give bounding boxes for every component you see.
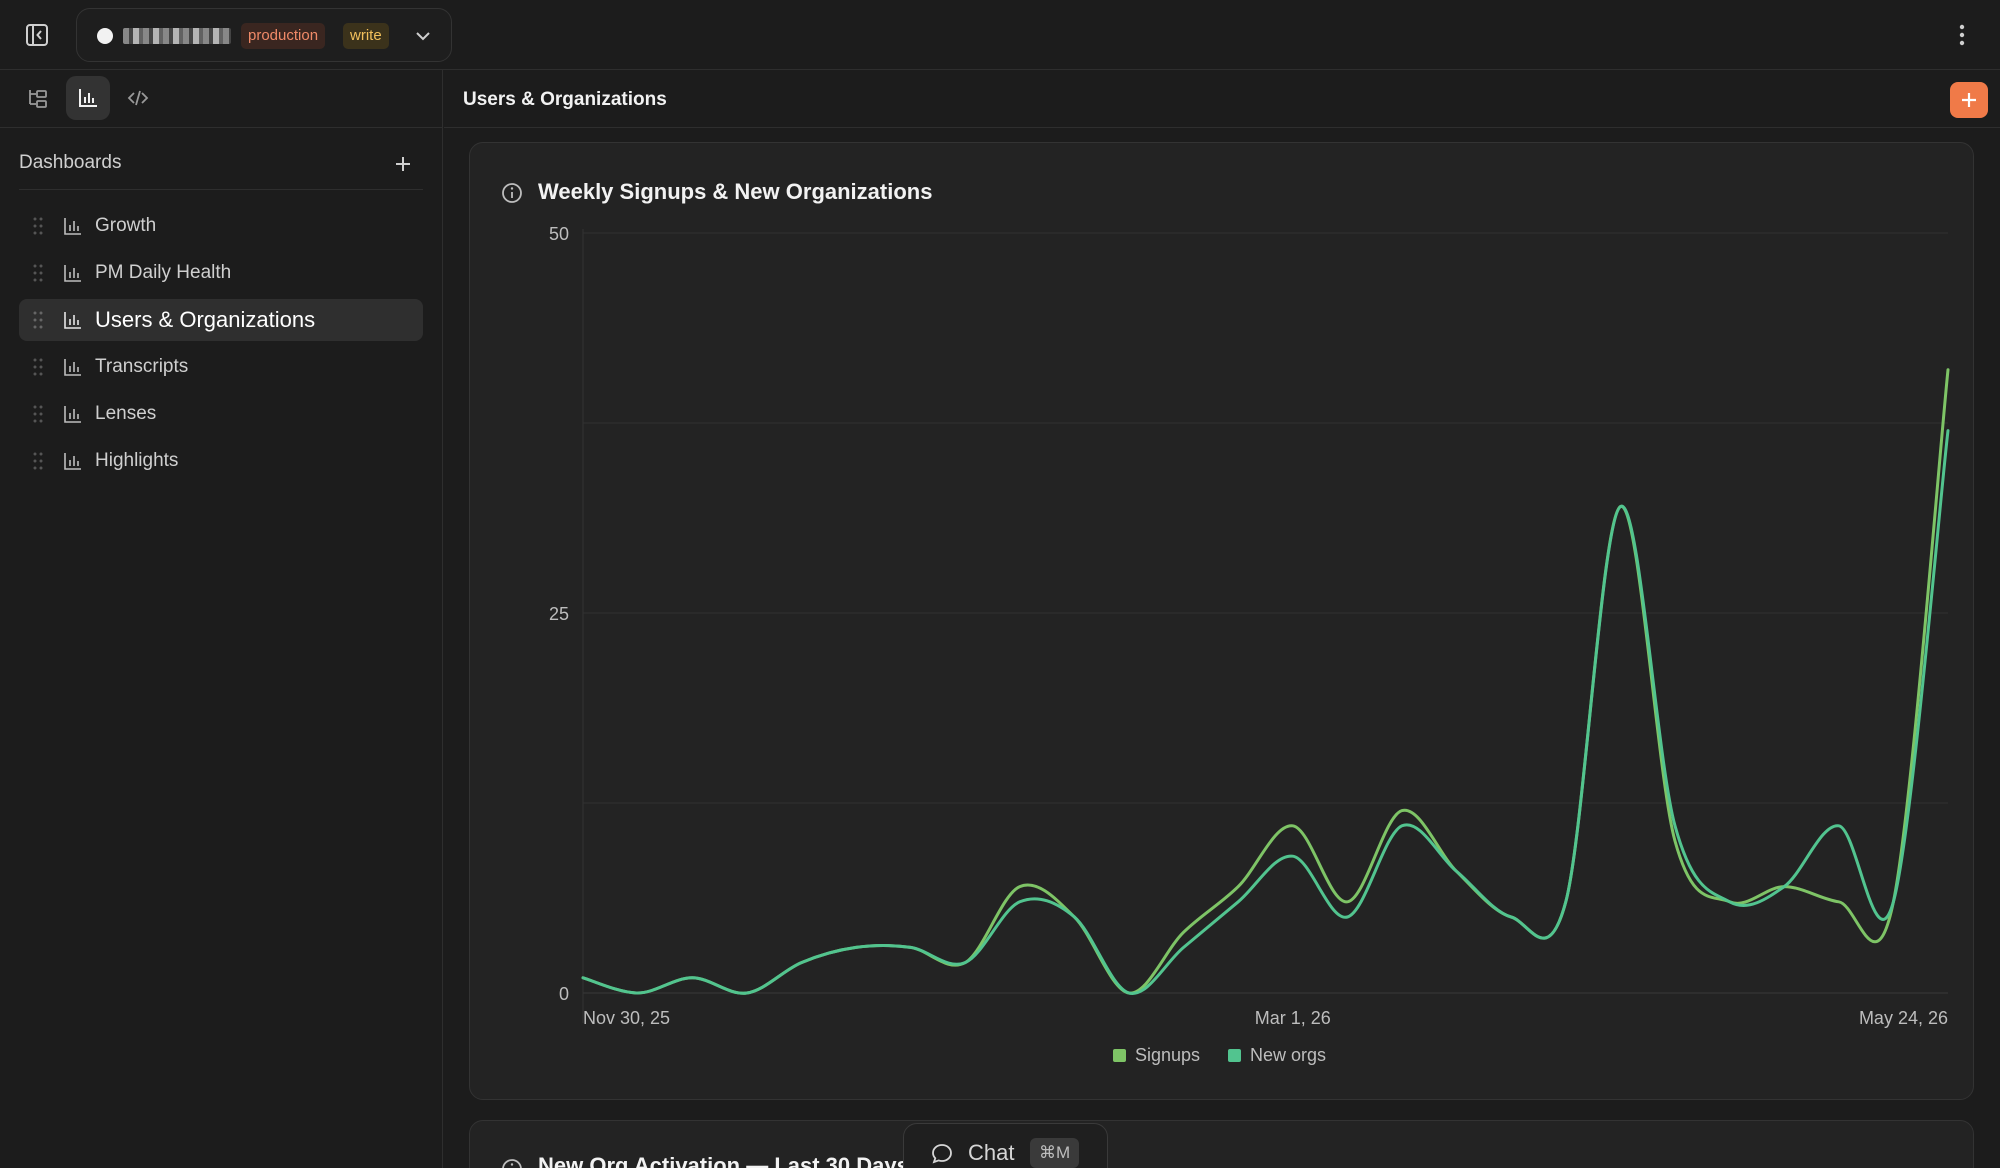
connection-selector[interactable]: production write	[76, 8, 452, 62]
y-tick-label: 25	[549, 604, 569, 624]
sidebar-item-pm-daily-health[interactable]: PM Daily Health	[19, 252, 423, 294]
chat-label: Chat	[968, 1140, 1015, 1165]
bar-chart-icon	[64, 406, 81, 423]
drag-handle-icon[interactable]	[33, 217, 43, 235]
info-icon[interactable]	[500, 1157, 524, 1168]
dashboards-section-title: Dashboards	[19, 152, 122, 173]
x-tick-label: Mar 1, 26	[1255, 1008, 1331, 1028]
bar-chart-icon	[64, 265, 81, 282]
legend-swatch	[1228, 1049, 1241, 1062]
plus-icon	[1962, 93, 1976, 107]
bar-chart-icon	[64, 218, 81, 235]
chat-bubble-icon	[932, 1144, 952, 1164]
chevron-down-icon[interactable]	[411, 24, 435, 48]
sidebar-item-users-organizations[interactable]: Users & Organizations	[19, 299, 423, 341]
legend-label: New orgs	[1250, 1045, 1326, 1065]
sidebar-item-transcripts[interactable]: Transcripts	[19, 346, 423, 388]
sidebar-item-lenses[interactable]: Lenses	[19, 393, 423, 435]
y-tick-label: 50	[549, 224, 569, 244]
series-line-new-orgs	[581, 429, 1950, 995]
sidebar-item-label: Users & Organizations	[95, 307, 316, 332]
x-tick-label: Nov 30, 25	[583, 1008, 670, 1028]
sidebar-item-label: Transcripts	[95, 356, 189, 377]
sidebar-item-highlights[interactable]: Highlights	[19, 440, 423, 482]
top-bar: production write	[0, 0, 2000, 70]
y-tick-label: 0	[559, 984, 569, 1004]
legend-label: Signups	[1135, 1045, 1200, 1065]
main-header: Users & Organizations	[444, 70, 2000, 128]
sidebar-item-label: Growth	[95, 215, 157, 236]
sidebar-item-label: PM Daily Health	[95, 262, 232, 283]
schema-tree-tab[interactable]	[16, 76, 60, 120]
chat-shortcut: ⌘M	[1030, 1138, 1080, 1168]
connection-status-dot	[97, 28, 113, 44]
tree-icon	[29, 90, 47, 108]
bar-chart-icon	[64, 359, 81, 376]
sidebar-item-label: Lenses	[95, 403, 157, 424]
secondary-chart-title: New Org Activation — Last 30 Days	[538, 1153, 909, 1168]
code-tab[interactable]	[116, 76, 160, 120]
left-panel: Dashboards Growth PM Daily Health Users …	[0, 70, 443, 1168]
connection-name-redacted	[123, 28, 231, 44]
drag-handle-icon[interactable]	[33, 358, 43, 376]
more-options-icon[interactable]	[1950, 20, 1974, 50]
drag-handle-icon[interactable]	[33, 452, 43, 470]
panel-tabs	[0, 70, 443, 128]
access-mode-badge: write	[343, 23, 389, 49]
legend-swatch	[1113, 1049, 1126, 1062]
add-chart-button[interactable]	[1950, 82, 1988, 118]
drag-handle-icon[interactable]	[33, 311, 43, 329]
series-line-signups	[581, 368, 1950, 995]
bar-chart-icon	[64, 453, 81, 470]
environment-badge: production	[241, 23, 326, 49]
bar-chart-icon	[79, 89, 97, 107]
add-dashboard-plus-icon[interactable]	[391, 152, 415, 176]
info-icon[interactable]	[500, 181, 524, 205]
line-chart[interactable]: 0 25 50 Nov 30, 25 Mar 1, 26 May 24, 26 Signup…	[470, 143, 1975, 1101]
dashboard-list: Growth PM Daily Health Users & Organizat…	[19, 205, 423, 487]
chat-button[interactable]: Chat ⌘M	[903, 1123, 1108, 1168]
page-title: Users & Organizations	[463, 89, 667, 110]
drag-handle-icon[interactable]	[33, 405, 43, 423]
main-content: Users & Organizations Weekly Signups & N…	[444, 70, 2000, 1168]
dashboards-tab[interactable]	[66, 76, 110, 120]
code-icon	[127, 90, 149, 106]
drag-handle-icon[interactable]	[33, 264, 43, 282]
dashboards-section-header: Dashboards	[19, 150, 423, 190]
sidebar-item-growth[interactable]: Growth	[19, 205, 423, 247]
bar-chart-icon	[64, 312, 81, 329]
chart-card-secondary: New Org Activation — Last 30 Days	[469, 1120, 1974, 1168]
x-tick-label: May 24, 26	[1859, 1008, 1948, 1028]
sidebar-toggle-icon[interactable]	[22, 20, 54, 50]
chart-title: Weekly Signups & New Organizations	[538, 179, 933, 204]
sidebar-item-label: Highlights	[95, 450, 179, 471]
chart-card: Weekly Signups & New Organizations 0 25 50…	[469, 142, 1974, 1100]
